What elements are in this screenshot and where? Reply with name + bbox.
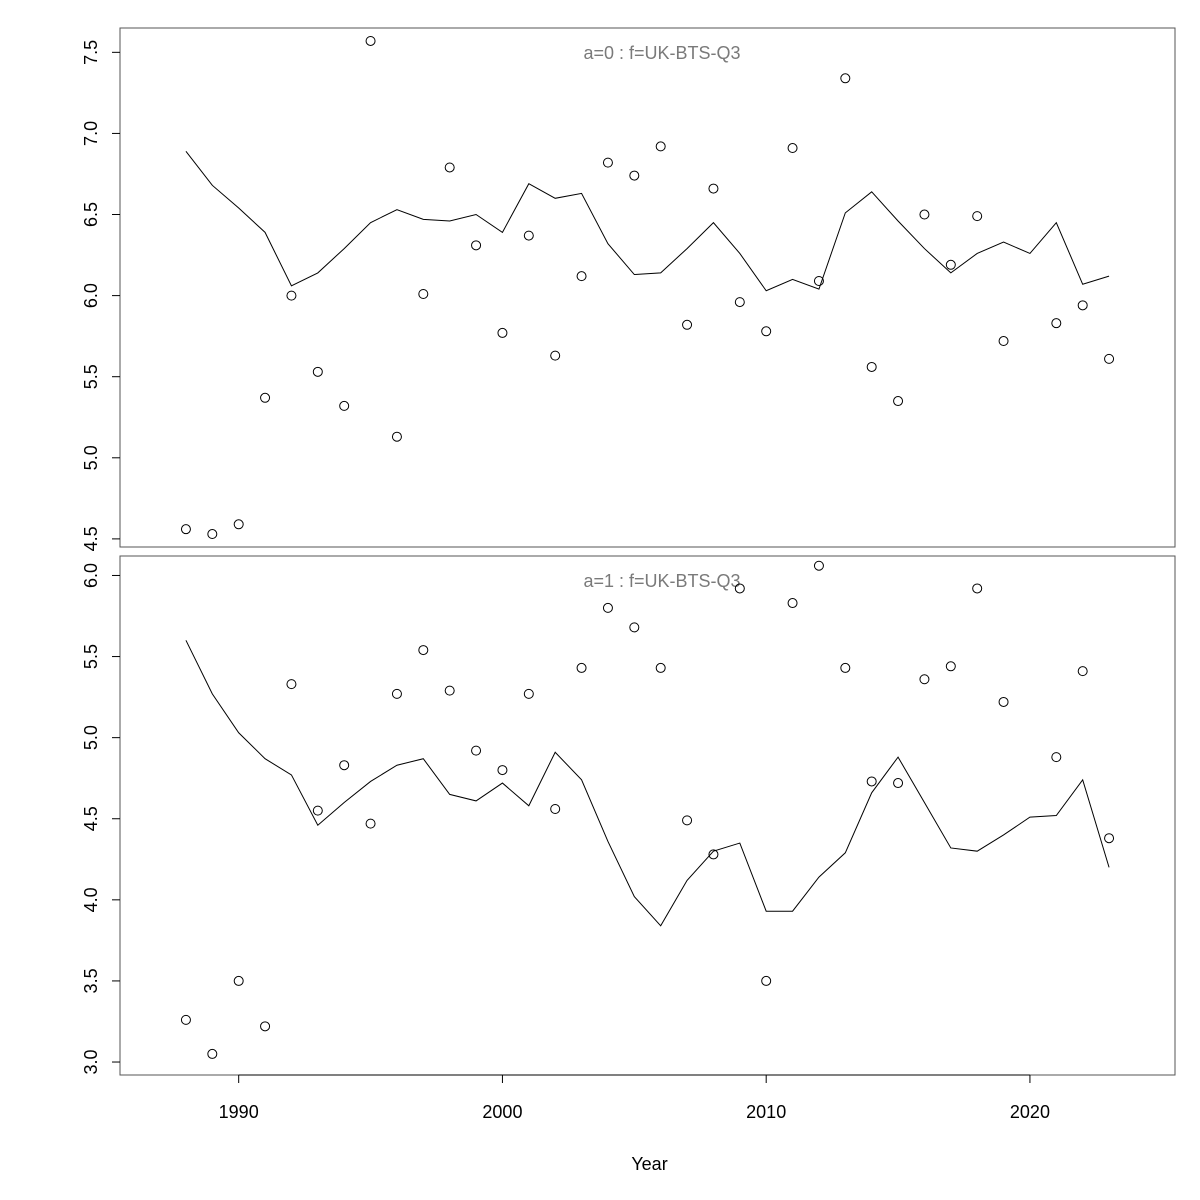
panel-2-observed-point — [365, 818, 376, 829]
panel-1-observed-point — [444, 162, 455, 173]
panel-1-observed-point — [1051, 318, 1062, 329]
panel-1-observed-point — [1104, 353, 1115, 364]
panel-2-y-tick-label: 4.0 — [81, 887, 101, 912]
panel-2-observed-point — [840, 662, 851, 673]
panel-1-observed-point — [576, 271, 587, 282]
panel-1-y-tick-label: 7.0 — [81, 121, 101, 146]
panel-1-observed-point — [497, 327, 508, 338]
x-tick-label: 1990 — [219, 1102, 259, 1122]
panel-2-y-tick-label: 3.0 — [81, 1050, 101, 1075]
panel-2-observed-point — [919, 674, 930, 685]
panel-1-observed-point — [260, 392, 271, 403]
panel-1-observed-point — [523, 230, 534, 241]
panel-2-observed-point — [998, 696, 1009, 707]
panel-2-observed-point — [655, 662, 666, 673]
panel-1-title: a=0 : f=UK-BTS-Q3 — [583, 43, 740, 63]
panel-2-observed-point — [576, 662, 587, 673]
panel-2-observed-point — [629, 622, 640, 633]
panel-2-observed-point — [972, 583, 983, 594]
panel-1-observed-point — [813, 276, 824, 287]
panel-2-observed-point — [312, 805, 323, 816]
panel-1-observed-point — [550, 350, 561, 361]
panel-2-observed-point — [1104, 833, 1115, 844]
panel-1-observed-point — [471, 240, 482, 251]
panel-1-observed-point — [655, 141, 666, 152]
x-tick-label: 2010 — [746, 1102, 786, 1122]
panel-1-observed-point — [312, 366, 323, 377]
panel-2-observed-point — [233, 975, 244, 986]
panel-2-observed-point — [523, 688, 534, 699]
panel-1-observed-point — [866, 361, 877, 372]
panel-1-observed-point — [339, 400, 350, 411]
panel-1-observed-point — [391, 431, 402, 442]
panel-2-observed-point — [893, 778, 904, 789]
panel-1-observed-point — [998, 336, 1009, 347]
panel-2-observed-point — [708, 849, 719, 860]
panel-1-y-tick-label: 7.5 — [81, 40, 101, 65]
panel-2-observed-point — [286, 679, 297, 690]
x-tick-label: 2000 — [482, 1102, 522, 1122]
panel-2-observed-point — [602, 602, 613, 613]
panel-1-y-tick-label: 5.5 — [81, 364, 101, 389]
panel-2-observed-point — [471, 745, 482, 756]
panel-1-observed-point — [207, 529, 218, 540]
panel-1-frame — [119, 27, 1176, 548]
panel-2-title: a=1 : f=UK-BTS-Q3 — [583, 571, 740, 591]
panel-1-y-tick-label: 5.0 — [81, 445, 101, 470]
panel-1-observed-point — [1077, 300, 1088, 311]
panel-1-fitted-line — [185, 150, 1110, 292]
panel-2-observed-point — [761, 975, 772, 986]
panel-2-observed-point — [418, 645, 429, 656]
panel-1-observed-point — [365, 35, 376, 46]
panel-1-observed-point — [233, 519, 244, 530]
panel-1-observed-point — [602, 157, 613, 168]
panel-2-observed-point — [866, 776, 877, 787]
x-tick-label: 2020 — [1010, 1102, 1050, 1122]
panel-1-observed-point — [761, 326, 772, 337]
panel-2-frame — [119, 555, 1176, 1076]
panel-2-y-tick-label: 3.5 — [81, 968, 101, 993]
panel-2-observed-point — [550, 804, 561, 815]
panel-2-observed-point — [497, 765, 508, 776]
panel-1-observed-point — [286, 290, 297, 301]
panel-2-observed-point — [734, 583, 745, 594]
panel-1-observed-point — [840, 73, 851, 84]
x-axis-label: Year — [631, 1154, 667, 1174]
panel-2-observed-point — [339, 760, 350, 771]
panel-2-observed-point — [444, 685, 455, 696]
panel-2-observed-point — [945, 661, 956, 672]
panel-2-observed-point — [260, 1021, 271, 1032]
panel-1-observed-point — [787, 143, 798, 154]
panel-2-observed-point — [682, 815, 693, 826]
panel-1-observed-point — [418, 288, 429, 299]
panel-2-y-tick-label: 6.0 — [81, 563, 101, 588]
panel-2-observed-point — [1077, 666, 1088, 677]
panel-1-observed-point — [180, 524, 191, 535]
panel-2-y-tick-label: 4.5 — [81, 806, 101, 831]
panel-2-observed-point — [207, 1048, 218, 1059]
panel-1-observed-point — [629, 170, 640, 181]
panel-2-observed-point — [787, 598, 798, 609]
panel-2-observed-point — [180, 1014, 191, 1025]
panel-2-y-tick-label: 5.0 — [81, 725, 101, 750]
panel-1-observed-point — [734, 297, 745, 308]
panel-1-y-tick-label: 6.0 — [81, 283, 101, 308]
panel-2-y-tick-label: 5.5 — [81, 644, 101, 669]
panel-1-observed-point — [945, 259, 956, 270]
panel-2-observed-point — [391, 688, 402, 699]
panel-1-observed-point — [893, 396, 904, 407]
panel-1-observed-point — [972, 211, 983, 222]
panel-2-fitted-line — [185, 640, 1110, 927]
panel-1-observed-point — [708, 183, 719, 194]
panel-1-y-tick-label: 4.5 — [81, 526, 101, 551]
panel-1-observed-point — [682, 319, 693, 330]
panel-1-observed-point — [919, 209, 930, 220]
panel-2-observed-point — [1051, 752, 1062, 763]
panel-1-y-tick-label: 6.5 — [81, 202, 101, 227]
panel-2-observed-point — [813, 560, 824, 571]
